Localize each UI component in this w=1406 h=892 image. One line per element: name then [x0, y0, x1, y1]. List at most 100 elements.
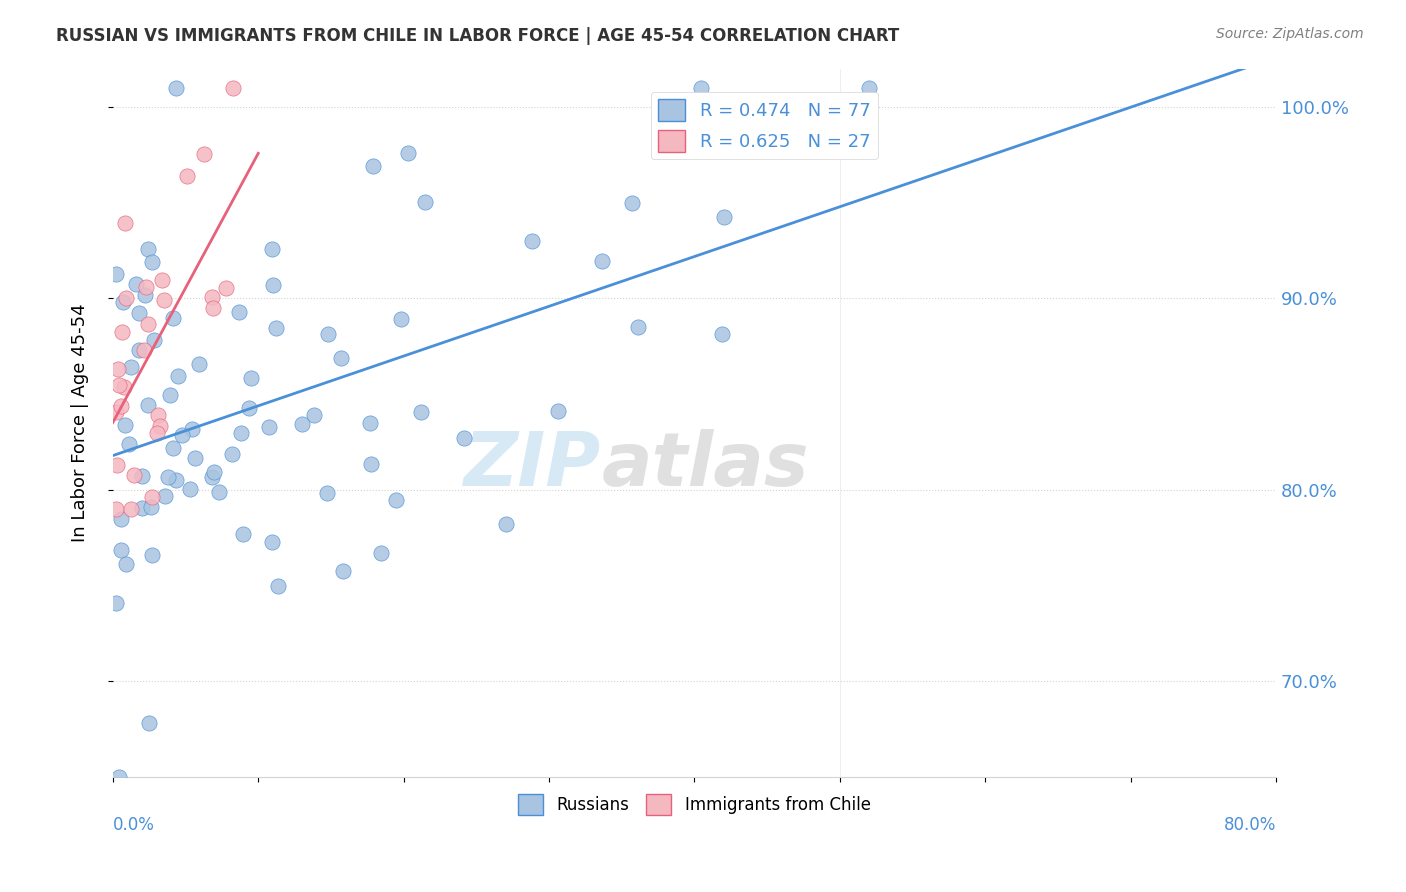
Point	[135, 280, 157, 294]
Point	[146, 409, 169, 423]
Point	[690, 80, 713, 95]
Point	[115, 557, 138, 571]
Point	[193, 146, 215, 161]
Point	[104, 405, 127, 419]
Point	[134, 343, 156, 358]
Point	[105, 458, 128, 473]
Point	[141, 548, 163, 562]
Point	[627, 320, 650, 334]
Point	[112, 294, 135, 309]
Point	[396, 145, 419, 160]
Point	[187, 357, 209, 371]
Text: RUSSIAN VS IMMIGRANTS FROM CHILE IN LABOR FORCE | AGE 45-54 CORRELATION CHART: RUSSIAN VS IMMIGRANTS FROM CHILE IN LABO…	[56, 27, 900, 45]
Point	[134, 288, 156, 302]
Point	[332, 564, 354, 578]
Point	[108, 378, 131, 392]
Point	[122, 467, 145, 482]
Point	[131, 469, 153, 483]
Point	[384, 493, 406, 508]
Point	[200, 470, 222, 484]
Point	[110, 399, 132, 413]
Point	[141, 255, 163, 269]
Point	[409, 405, 432, 419]
Point	[214, 281, 236, 295]
Point	[329, 351, 352, 366]
Point	[120, 501, 142, 516]
Point	[316, 327, 339, 342]
Point	[115, 291, 138, 305]
Point	[267, 579, 290, 593]
Point	[165, 80, 187, 95]
Point	[104, 268, 127, 282]
Point	[221, 447, 243, 461]
Point	[105, 596, 128, 610]
Point	[136, 397, 159, 411]
Point	[112, 380, 135, 394]
Point	[202, 301, 225, 315]
Point	[260, 535, 283, 549]
Point	[114, 418, 136, 433]
Point	[120, 359, 142, 374]
Point	[620, 196, 643, 211]
Point	[222, 80, 245, 95]
Point	[208, 485, 231, 500]
Point	[259, 420, 281, 434]
Point	[229, 426, 252, 441]
Point	[153, 489, 176, 503]
Point	[138, 715, 160, 730]
Point	[131, 500, 153, 515]
Point	[141, 490, 163, 504]
Point	[108, 770, 131, 784]
Point	[170, 428, 193, 442]
Point	[520, 235, 543, 249]
Point	[360, 457, 382, 471]
Point	[232, 527, 254, 541]
Point	[370, 546, 392, 560]
Point	[136, 242, 159, 256]
Point	[453, 431, 475, 445]
Point	[262, 243, 284, 257]
Point	[858, 80, 880, 95]
Point	[114, 216, 136, 230]
Point	[159, 388, 181, 402]
Point	[118, 437, 141, 451]
Point	[143, 333, 166, 347]
Y-axis label: In Labor Force | Age 45-54: In Labor Force | Age 45-54	[72, 303, 89, 541]
Point	[167, 369, 190, 384]
Point	[110, 543, 132, 558]
Point	[291, 417, 314, 431]
Point	[149, 418, 172, 433]
Point	[107, 361, 129, 376]
Point	[228, 304, 250, 318]
Point	[136, 317, 159, 331]
Point	[183, 451, 205, 466]
Point	[176, 169, 198, 183]
Point	[165, 473, 187, 487]
Point	[162, 310, 184, 325]
Point	[162, 441, 184, 455]
Point	[139, 500, 162, 515]
Point	[238, 401, 260, 416]
Point	[111, 325, 134, 339]
Point	[153, 293, 176, 307]
Point	[145, 425, 167, 440]
Point	[302, 408, 325, 422]
Text: atlas: atlas	[602, 428, 808, 501]
Point	[713, 210, 735, 224]
Point	[202, 465, 225, 479]
Point	[359, 416, 381, 430]
Point	[150, 273, 173, 287]
Point	[264, 321, 287, 335]
Point	[389, 312, 412, 326]
Point	[124, 277, 146, 291]
Point	[711, 327, 734, 342]
Point	[128, 306, 150, 320]
Point	[179, 483, 201, 497]
Text: Source: ZipAtlas.com: Source: ZipAtlas.com	[1216, 27, 1364, 41]
Point	[239, 370, 262, 384]
Text: ZIP: ZIP	[464, 428, 602, 501]
Point	[201, 290, 224, 304]
Point	[128, 343, 150, 358]
Text: 0.0%: 0.0%	[112, 815, 155, 833]
Text: 80.0%: 80.0%	[1223, 815, 1277, 833]
